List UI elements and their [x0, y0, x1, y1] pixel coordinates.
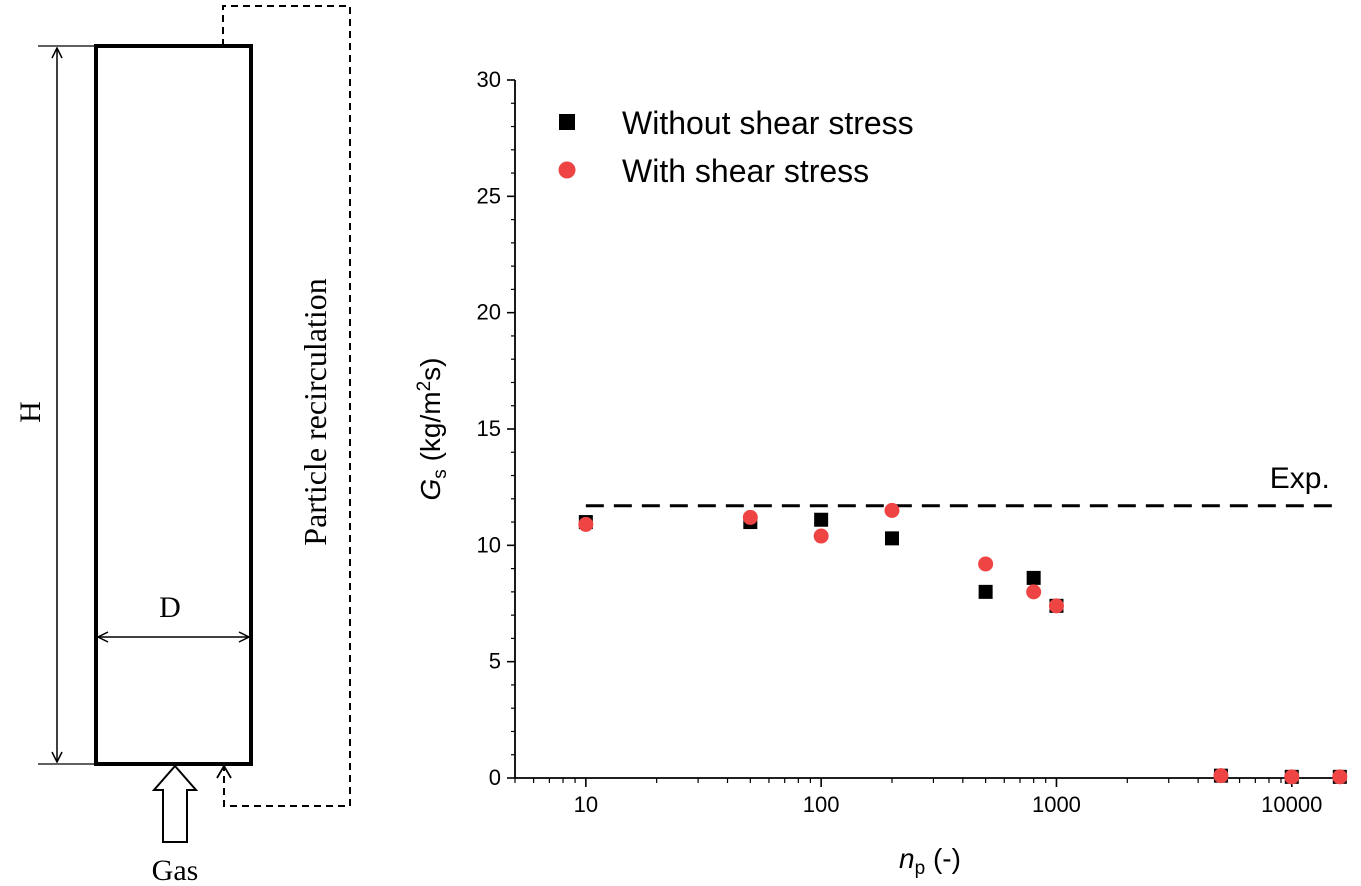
point-with-shear — [1332, 769, 1348, 785]
y-ticks: 0 5 10 15 20 25 30 — [477, 67, 515, 790]
axes: 0 5 10 15 20 25 30 10 100 1000 10000 — [477, 67, 1346, 817]
y-axis-title: Gs (kg/m2s) — [414, 358, 451, 501]
height-label: H — [14, 401, 47, 423]
y-axis-subscript: s — [430, 469, 451, 479]
x-tick-label: 1000 — [1032, 792, 1081, 817]
point-without-shear — [814, 512, 829, 527]
legend-marker-with-shear — [558, 161, 576, 179]
point-with-shear — [742, 509, 758, 525]
point-without-shear — [978, 584, 993, 599]
diameter-label: D — [159, 591, 181, 624]
x-tick-label: 10000 — [1261, 792, 1322, 817]
point-with-shear — [1284, 769, 1300, 785]
x-axis-unit: (-) — [925, 843, 961, 874]
gas-inlet-arrow — [151, 764, 199, 843]
data-points — [578, 502, 1348, 785]
y-axis-unit-before: (kg/m — [415, 391, 446, 469]
legend-label-without-shear: Without shear stress — [622, 105, 914, 141]
x-ticks: 10 100 1000 10000 — [514, 778, 1322, 817]
gas-label: Gas — [152, 854, 199, 886]
riser-column — [94, 44, 253, 766]
point-with-shear — [884, 502, 900, 518]
point-with-shear — [978, 556, 994, 572]
y-axis-superscript: 2 — [414, 381, 435, 392]
point-with-shear — [1048, 598, 1064, 614]
legend: Without shear stress With shear stress — [558, 105, 914, 189]
recirculation-loop — [222, 5, 351, 807]
y-tick-label: 20 — [477, 300, 501, 325]
legend-marker-without-shear — [559, 114, 575, 130]
point-with-shear — [1213, 768, 1229, 784]
x-tick-label: 100 — [803, 792, 840, 817]
y-tick-label: 25 — [477, 183, 501, 208]
x-axis-subscript: p — [915, 858, 926, 879]
x-axis-symbol: n — [899, 843, 915, 874]
recirculation-label: Particle recirculation — [297, 278, 333, 545]
point-with-shear — [1026, 584, 1042, 600]
point-with-shear — [578, 516, 594, 532]
y-axis-unit-after: s) — [415, 358, 446, 381]
y-tick-label: 10 — [477, 532, 501, 557]
point-without-shear — [884, 531, 899, 546]
y-tick-label: 15 — [477, 416, 501, 441]
recirculation-arrowhead — [216, 764, 232, 779]
legend-label-with-shear: With shear stress — [622, 153, 869, 189]
y-tick-label: 0 — [489, 765, 501, 790]
y-axis-symbol: G — [415, 479, 446, 501]
point-with-shear — [813, 528, 829, 544]
riser-schematic: H D Gas Particle recirculation — [14, 5, 351, 886]
x-axis-title: np (-) — [899, 843, 961, 879]
y-tick-label: 30 — [477, 67, 501, 92]
y-tick-label: 5 — [489, 649, 501, 674]
experimental-reference-label: Exp. — [1270, 462, 1330, 495]
x-tick-label: 10 — [574, 792, 598, 817]
point-without-shear — [1026, 570, 1041, 585]
